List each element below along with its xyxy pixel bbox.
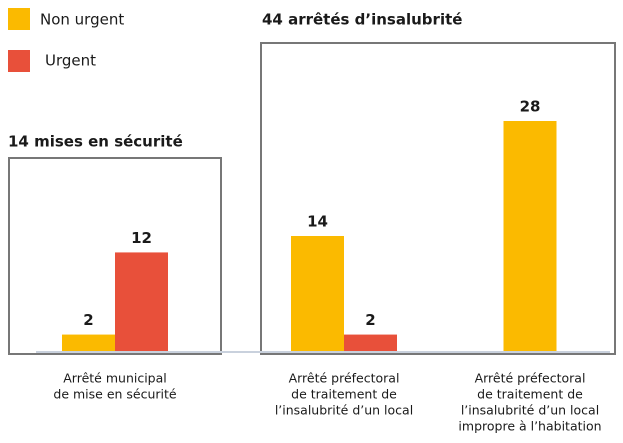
bar	[115, 252, 168, 351]
legend-swatch	[8, 8, 30, 30]
bar	[291, 236, 344, 351]
x-tick-label: Arrêté préfectoral	[475, 371, 586, 386]
x-tick-label: de mise en sécurité	[53, 387, 177, 402]
panel-box	[260, 42, 616, 355]
x-tick-label: de traitement de	[291, 387, 397, 402]
x-tick-label: l’insalubrité d’un local	[275, 403, 413, 418]
x-tick-label: de traitement de	[477, 387, 583, 402]
legend-swatch	[8, 50, 30, 72]
value-label: 28	[520, 98, 541, 116]
legend-label: Non urgent	[40, 11, 124, 29]
value-label: 2	[83, 311, 93, 329]
bar	[62, 334, 115, 351]
x-tick-label: Arrêté municipal	[63, 371, 167, 386]
panel-box	[8, 157, 222, 355]
x-tick-label: l’insalubrité d’un local	[461, 403, 599, 418]
bar	[503, 121, 557, 351]
value-label: 2	[365, 311, 375, 329]
bar	[344, 334, 397, 351]
value-label: 12	[131, 229, 152, 247]
x-tick-label: impropre à l’habitation	[458, 419, 601, 434]
x-tick-label: Arrêté préfectoral	[289, 371, 400, 386]
value-label: 14	[307, 213, 328, 231]
panel-title: 14 mises en sécurité	[8, 133, 183, 151]
legend-label: Urgent	[45, 52, 96, 70]
panel-title: 44 arrêtés d’insalubrité	[262, 11, 462, 29]
